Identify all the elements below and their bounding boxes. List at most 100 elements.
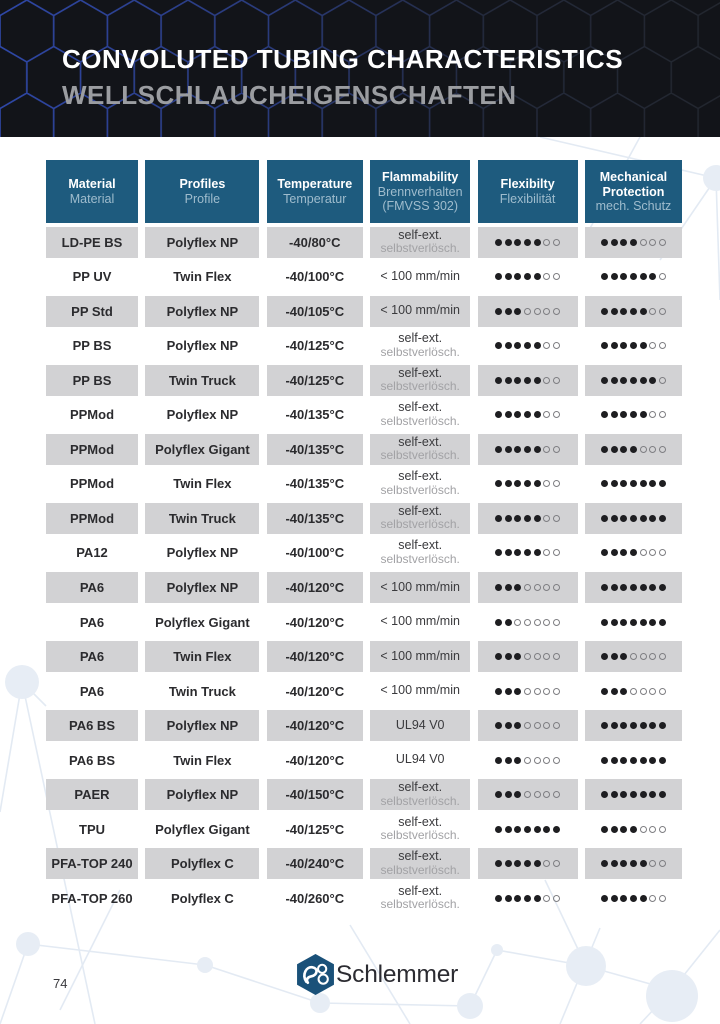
rating-dot-filled — [504, 618, 512, 626]
rating-dot-filled — [610, 791, 618, 799]
rating-dot-filled — [514, 791, 522, 799]
rating-dot-empty — [649, 687, 657, 695]
rating-dot-filled — [639, 342, 647, 350]
rating-dot-filled — [620, 376, 628, 384]
profile-cell: Polyflex Gigant — [145, 433, 260, 465]
mechanical-protection-rating — [584, 295, 682, 327]
mechanical-protection-rating — [585, 330, 682, 361]
rating-dot-filled — [629, 894, 637, 902]
rating-dot-filled — [504, 722, 512, 730]
rating-dot-filled — [620, 549, 628, 557]
column-label-en: Profiles — [179, 177, 226, 192]
rating-dot-empty — [649, 825, 657, 833]
rating-dot-empty — [533, 791, 541, 799]
rating-dot-filled — [649, 480, 657, 488]
rating-dot-filled — [495, 894, 503, 902]
rating-dot-empty — [543, 722, 551, 730]
rating-dot-empty — [658, 549, 666, 557]
rating-dot-filled — [552, 825, 560, 833]
column-label-de: Temperatur — [283, 191, 347, 206]
temperature-cell: -40/100°C — [285, 269, 345, 285]
rating-dot-filled — [524, 549, 532, 557]
rating-dot-filled — [524, 411, 532, 419]
rating-dots — [495, 894, 560, 902]
rating-dot-filled — [620, 687, 628, 695]
rating-dot-empty — [639, 653, 647, 661]
rating-dot-empty — [533, 583, 541, 591]
rating-dot-empty — [524, 756, 532, 764]
rating-dot-filled — [495, 445, 503, 453]
rating-dot-filled — [610, 722, 618, 730]
flammability-cell: self-ext. selbstverlösch. — [370, 883, 470, 914]
column-header-profiles: Profiles Profile — [145, 160, 260, 223]
rating-dot-filled — [649, 273, 657, 281]
rating-dot-empty — [533, 653, 541, 661]
rating-dot-filled — [620, 480, 628, 488]
material-cell: PA6 BS — [69, 752, 115, 768]
profile-cell: Polyflex NP — [145, 779, 260, 811]
flammability-cell: UL94 V0 — [370, 745, 470, 776]
flammability-de: selbstverlösch. — [380, 241, 460, 255]
flammability-en: self-ext. — [398, 400, 443, 415]
rating-dot-filled — [514, 722, 522, 730]
rating-dots — [601, 653, 666, 661]
rating-dot-filled — [610, 653, 618, 661]
temperature-cell: -40/120°C — [266, 710, 363, 742]
rating-dot-filled — [524, 514, 532, 522]
rating-dot-filled — [504, 273, 512, 281]
temperature-cell: -40/240°C — [266, 848, 363, 880]
table-row: PPMod Polyflex Gigant -40/135°C self-ext. se… — [46, 433, 682, 465]
page-title-en: CONVOLUTED TUBING CHARACTERISTICS — [62, 44, 624, 74]
flexibility-rating — [477, 364, 578, 396]
rating-dots — [495, 791, 560, 799]
rating-dots — [601, 238, 666, 246]
mechanical-protection-rating — [584, 641, 682, 673]
flexibility-rating — [477, 502, 578, 534]
rating-dot-filled — [533, 411, 541, 419]
rating-dot-empty — [658, 376, 666, 384]
rating-dot-filled — [639, 376, 647, 384]
flexibility-rating — [478, 607, 578, 638]
flammability-de: selbstverlösch. — [380, 551, 460, 566]
table-row: PA12 Polyflex NP -40/100°C self-ext. selbstv… — [46, 537, 682, 568]
flammability-en: UL94 V0 — [395, 717, 445, 732]
rating-dot-filled — [504, 653, 512, 661]
rating-dots — [601, 756, 666, 764]
profile-cell: Polyflex NP — [166, 407, 239, 423]
rating-dot-filled — [649, 791, 657, 799]
table-row: PA6 BS Twin Flex -40/120°C UL94 V0 — [46, 745, 682, 776]
rating-dot-empty — [658, 894, 666, 902]
flammability-en: self-ext. — [398, 849, 443, 864]
rating-dot-filled — [601, 653, 609, 661]
rating-dot-filled — [610, 307, 618, 315]
rating-dot-filled — [658, 722, 666, 730]
flammability-de: selbstverlösch. — [380, 517, 460, 532]
rating-dot-filled — [620, 583, 628, 591]
rating-dot-filled — [533, 480, 541, 488]
material-cell: PA6 — [79, 683, 105, 699]
rating-dot-filled — [658, 618, 666, 626]
rating-dot-empty — [658, 687, 666, 695]
rating-dot-empty — [524, 618, 532, 626]
flammability-cell: self-ext. selbstverlösch. — [370, 537, 470, 568]
rating-dot-filled — [514, 687, 522, 695]
rating-dots — [601, 791, 666, 799]
profile-cell: Twin Truck — [145, 364, 260, 396]
rating-dots — [601, 480, 666, 488]
mechanical-protection-rating — [584, 226, 682, 258]
rating-dot-filled — [610, 445, 618, 453]
flammability-cell: self-ext. selbstverlösch. — [370, 399, 470, 430]
rating-dot-filled — [504, 307, 512, 315]
page-title-de: WELLSCHLAUCHEIGENSCHAFTEN — [62, 80, 517, 110]
material-cell: PPMod — [46, 433, 138, 465]
rating-dots — [601, 860, 666, 868]
rating-dot-empty — [649, 653, 657, 661]
rating-dot-filled — [533, 860, 541, 868]
rating-dots — [495, 722, 560, 730]
table-row: LD-PE BS Polyflex NP -40/80°C self-ext. selb… — [46, 226, 682, 258]
rating-dot-filled — [495, 860, 503, 868]
flammability-en: < 100 mm/min — [380, 614, 460, 629]
rating-dots — [495, 273, 560, 281]
rating-dot-filled — [658, 791, 666, 799]
rating-dot-filled — [495, 722, 503, 730]
